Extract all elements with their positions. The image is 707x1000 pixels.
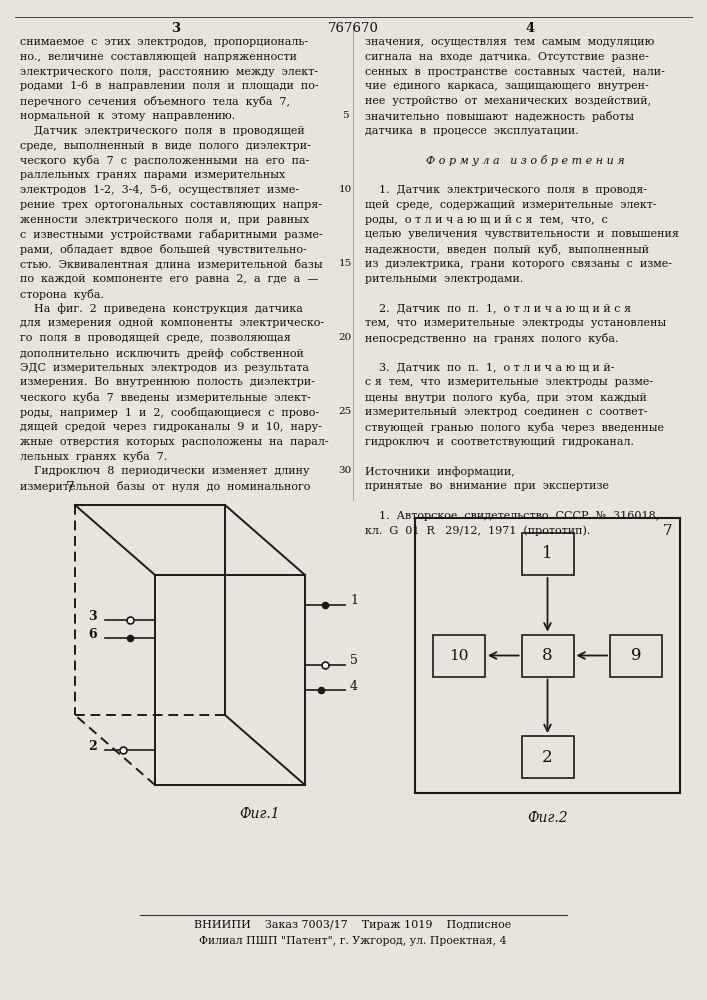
Text: роды,  о т л и ч а ю щ и й с я  тем,  что,  с: роды, о т л и ч а ю щ и й с я тем, что, … (365, 215, 608, 225)
Text: сенных  в  пространстве  составных  частей,  нали-: сенных в пространстве составных частей, … (365, 67, 665, 77)
Text: рительными  электродами.: рительными электродами. (365, 274, 523, 284)
Text: раллельных  гранях  парами  измерительных: раллельных гранях парами измерительных (20, 170, 285, 180)
Text: 3.  Датчик  по  п.  1,  о т л и ч а ю щ и й-: 3. Датчик по п. 1, о т л и ч а ю щ и й- (365, 363, 614, 373)
Text: 10: 10 (339, 185, 351, 194)
Text: лельных  гранях  куба  7.: лельных гранях куба 7. (20, 451, 168, 462)
Text: измерительной  базы  от  нуля  до  номинального: измерительной базы от нуля до номинально… (20, 481, 310, 492)
Text: Ф о р м у л а   и з о б р е т е н и я: Ф о р м у л а и з о б р е т е н и я (426, 155, 624, 166)
Text: гидроключ  и  соответствующий  гидроканал.: гидроключ и соответствующий гидроканал. (365, 437, 634, 447)
Bar (610, 635, 662, 676)
Text: 767670: 767670 (327, 22, 378, 35)
Text: принятые  во  внимание  при  экспертизе: принятые во внимание при экспертизе (365, 481, 609, 491)
Text: родами  1-6  в  направлении  поля  и  площади  по-: родами 1-6 в направлении поля и площади … (20, 81, 319, 91)
Text: ВНИИПИ    Заказ 7003/17    Тираж 1019    Подписное: ВНИИПИ Заказ 7003/17 Тираж 1019 Подписно… (194, 920, 512, 930)
Text: но.,  величине  составляющей  напряженности: но., величине составляющей напряженности (20, 52, 297, 62)
Text: с  известными  устройствами  габаритными  разме-: с известными устройствами габаритными ра… (20, 229, 323, 240)
Bar (522, 533, 573, 575)
Text: 10: 10 (449, 648, 469, 662)
Text: рение  трех  ортогональных  составляющих  напря-: рение трех ортогональных составляющих на… (20, 200, 322, 210)
Text: непосредственно  на  гранях  полого  куба.: непосредственно на гранях полого куба. (365, 333, 619, 344)
Text: дополнительно  исключить  дрейф  собственной: дополнительно исключить дрейф собственно… (20, 348, 304, 359)
Text: Фиг.1: Фиг.1 (240, 807, 280, 821)
Text: нее  устройство  от  механических  воздействий,: нее устройство от механических воздейств… (365, 96, 651, 106)
Text: по  каждой  компоненте  его  равна  2,  а  где  а  —: по каждой компоненте его равна 2, а где … (20, 274, 318, 284)
Bar (415, 518, 680, 793)
Text: 4: 4 (525, 22, 534, 35)
Text: 2: 2 (542, 748, 553, 766)
Text: ЭДС  измерительных  электродов  из  результата: ЭДС измерительных электродов из результа… (20, 363, 309, 373)
Text: Гидроключ  8  периодически  изменяет  длину: Гидроключ 8 периодически изменяет длину (20, 466, 310, 476)
Text: Источники  информации,: Источники информации, (365, 466, 515, 477)
Text: 3: 3 (88, 609, 97, 622)
Text: значения,  осуществляя  тем  самым  модуляцию: значения, осуществляя тем самым модуляци… (365, 37, 654, 47)
Text: нормальной  к  этому  направлению.: нормальной к этому направлению. (20, 111, 235, 121)
Text: 1.  Авторское  свидетельство  СССР  №  316018,: 1. Авторское свидетельство СССР № 316018… (365, 511, 659, 521)
Text: роды,  например  1  и  2,  сообщающиеся  с  прово-: роды, например 1 и 2, сообщающиеся с про… (20, 407, 319, 418)
Text: целью  увеличения  чувствительности  и  повышения: целью увеличения чувствительности и повы… (365, 229, 679, 239)
Text: Датчик  электрического  поля  в  проводящей: Датчик электрического поля в проводящей (20, 126, 305, 136)
Text: 3: 3 (171, 22, 180, 35)
Text: На  фиг.  2  приведена  конструкция  датчика: На фиг. 2 приведена конструкция датчика (20, 303, 303, 314)
Text: го  поля  в  проводящей  среде,  позволяющая: го поля в проводящей среде, позволяющая (20, 333, 291, 343)
Bar (433, 635, 485, 676)
Text: чие  единого  каркаса,  защищающего  внутрен-: чие единого каркаса, защищающего внутрен… (365, 81, 649, 91)
Text: снимаемое  с  этих  электродов,  пропорциональ-: снимаемое с этих электродов, пропорциона… (20, 37, 308, 47)
Text: 6: 6 (88, 628, 97, 641)
Text: ческого  куба  7  с  расположенными  на  его  па-: ческого куба 7 с расположенными на его п… (20, 155, 310, 166)
Text: женности  электрического  поля  и,  при  равных: женности электрического поля и, при равн… (20, 215, 309, 225)
Text: 1: 1 (542, 546, 553, 562)
Text: Фиг.2: Фиг.2 (527, 811, 568, 825)
Text: 5: 5 (350, 654, 358, 668)
Text: измерительный  электрод  соединен  с  соответ-: измерительный электрод соединен с соотве… (365, 407, 648, 417)
Text: дящей  средой  через  гидроканалы  9  и  10,  нару-: дящей средой через гидроканалы 9 и 10, н… (20, 422, 322, 432)
Text: ствующей  гранью  полого  куба  через  введенные: ствующей гранью полого куба через введен… (365, 422, 664, 433)
Text: тем,  что  измерительные  электроды  установлены: тем, что измерительные электроды установ… (365, 318, 666, 328)
Text: сторона  куба.: сторона куба. (20, 289, 104, 300)
Text: рами,  обладает  вдвое  большей  чувствительно-: рами, обладает вдвое большей чувствитель… (20, 244, 307, 255)
Text: значительно  повышают  надежность  работы: значительно повышают надежность работы (365, 111, 634, 122)
Text: для  измерения  одной  компоненты  электрическо-: для измерения одной компоненты электриче… (20, 318, 324, 328)
Text: 1.  Датчик  электрического  поля  в  проводя-: 1. Датчик электрического поля в проводя- (365, 185, 647, 195)
Text: 1: 1 (350, 594, 358, 607)
Text: перечного  сечения  объемного  тела  куба  7,: перечного сечения объемного тела куба 7, (20, 96, 290, 107)
Text: сигнала  на  входе  датчика.  Отсутствие  разне-: сигнала на входе датчика. Отсутствие раз… (365, 52, 649, 62)
Text: надежности,  введен  полый  куб,  выполненный: надежности, введен полый куб, выполненны… (365, 244, 649, 255)
Text: 9: 9 (631, 647, 641, 664)
Text: 20: 20 (339, 333, 351, 342)
Text: 7: 7 (66, 481, 74, 495)
Text: 8: 8 (542, 647, 553, 664)
Text: 25: 25 (339, 407, 351, 416)
Text: 4: 4 (350, 680, 358, 692)
Text: из  диэлектрика,  грани  которого  связаны  с  изме-: из диэлектрика, грани которого связаны с… (365, 259, 672, 269)
Text: стью.  Эквивалентная  длина  измерительной  базы: стью. Эквивалентная длина измерительной … (20, 259, 322, 270)
Text: с я  тем,  что  измерительные  электроды  разме-: с я тем, что измерительные электроды раз… (365, 377, 653, 387)
Text: 30: 30 (339, 466, 351, 475)
Text: 2.  Датчик  по  п.  1,  о т л и ч а ю щ и й с я: 2. Датчик по п. 1, о т л и ч а ю щ и й с… (365, 303, 631, 313)
Text: электрического  поля,  расстоянию  между  элект-: электрического поля, расстоянию между эл… (20, 67, 318, 77)
Text: щены  внутри  полого  куба,  при  этом  каждый: щены внутри полого куба, при этом каждый (365, 392, 647, 403)
Text: Филиал ПШП "Патент", г. Ужгород, ул. Проектная, 4: Филиал ПШП "Патент", г. Ужгород, ул. Про… (199, 936, 507, 946)
Text: электродов  1-2,  3-4,  5-6,  осуществляет  изме-: электродов 1-2, 3-4, 5-6, осуществляет и… (20, 185, 299, 195)
Text: 15: 15 (339, 259, 351, 268)
Text: ческого  куба  7  введены  измерительные  элект-: ческого куба 7 введены измерительные эле… (20, 392, 311, 403)
Text: щей  среде,  содержащий  измерительные  элект-: щей среде, содержащий измерительные элек… (365, 200, 657, 210)
Text: кл.  G  01  R   29/12,  1971  (прототип).: кл. G 01 R 29/12, 1971 (прототип). (365, 525, 590, 536)
Bar (522, 635, 573, 676)
Text: среде,  выполненный  в  виде  полого  диэлектри-: среде, выполненный в виде полого диэлект… (20, 141, 311, 151)
Text: 5: 5 (341, 111, 349, 120)
Text: измерения.  Во  внутреннюю  полость  диэлектри-: измерения. Во внутреннюю полость диэлект… (20, 377, 315, 387)
Text: 2: 2 (88, 740, 97, 752)
Text: жные  отверстия  которых  расположены  на  парал-: жные отверстия которых расположены на па… (20, 437, 329, 447)
Text: 7: 7 (662, 524, 672, 538)
Bar (522, 736, 573, 778)
Text: датчика  в  процессе  эксплуатации.: датчика в процессе эксплуатации. (365, 126, 579, 136)
